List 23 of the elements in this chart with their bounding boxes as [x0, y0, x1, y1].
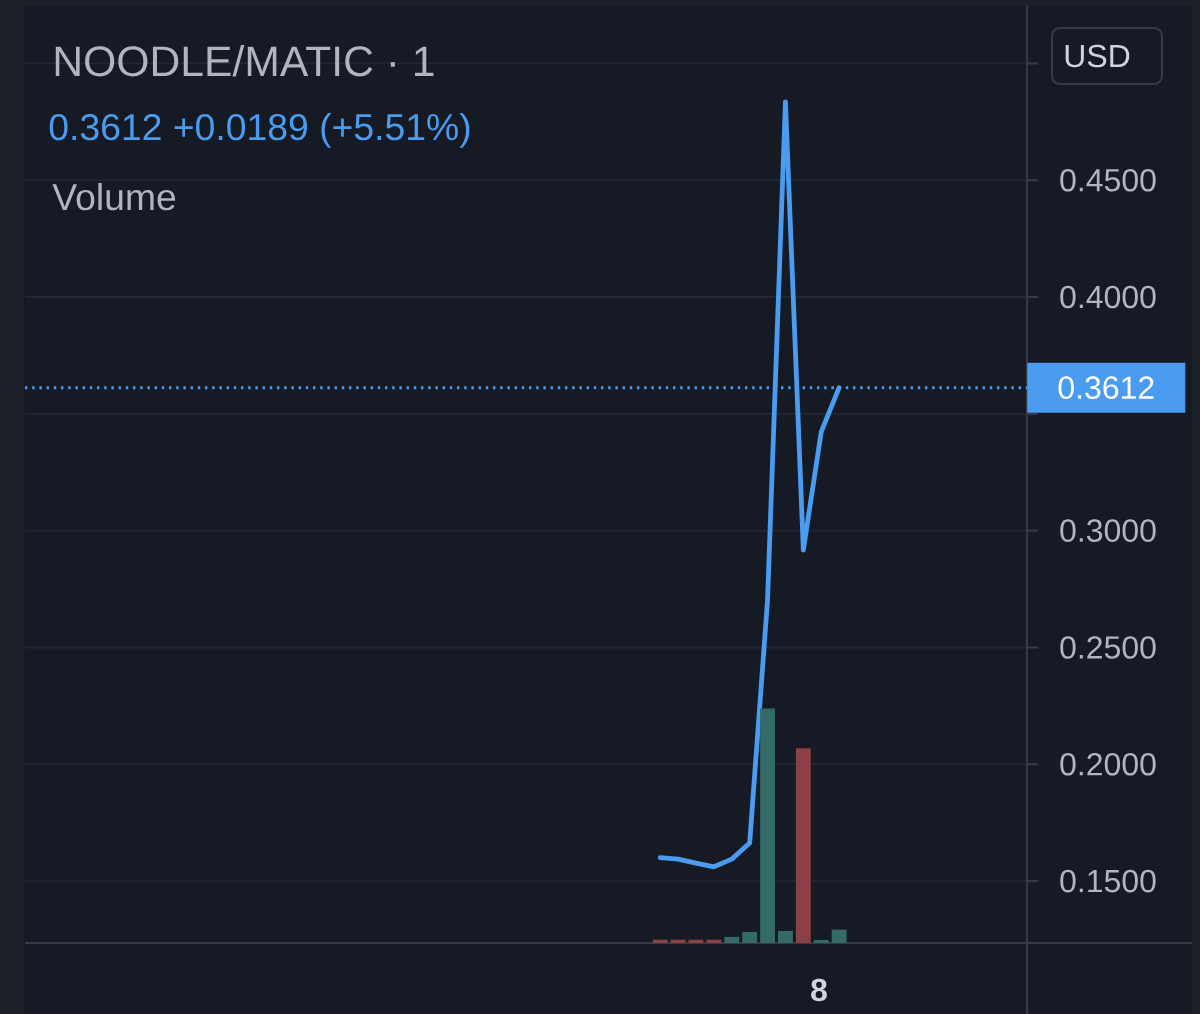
y-tick-label: 0.2000 [1060, 752, 1156, 776]
text: 0.3612 +0.0189 (+5.51%) [49, 112, 470, 148]
ref-line-label: 0.3612 [1058, 376, 1154, 399]
bar [795, 748, 811, 943]
bar [724, 936, 740, 943]
annotation: Volume [52, 182, 176, 211]
y-tick-label: 0.4500 [1060, 168, 1156, 192]
bar [760, 708, 775, 943]
y-tick-label: 0.2500 [1060, 636, 1156, 659]
bar [706, 939, 722, 943]
text: 8 [811, 978, 827, 1002]
bar [813, 939, 829, 943]
bar [831, 929, 847, 943]
bar [652, 939, 668, 943]
y-tick-label: 0.4000 [1060, 285, 1156, 309]
text: USD [1065, 44, 1130, 68]
y-tick-label: 0.3000 [1060, 519, 1156, 542]
y-tick-label: 0.1500 [1060, 869, 1156, 893]
bar [742, 931, 758, 943]
text: NOODLE/MATIC · 1 [55, 45, 434, 77]
line-series [657, 99, 842, 870]
bar [778, 931, 793, 943]
bar [670, 939, 686, 943]
